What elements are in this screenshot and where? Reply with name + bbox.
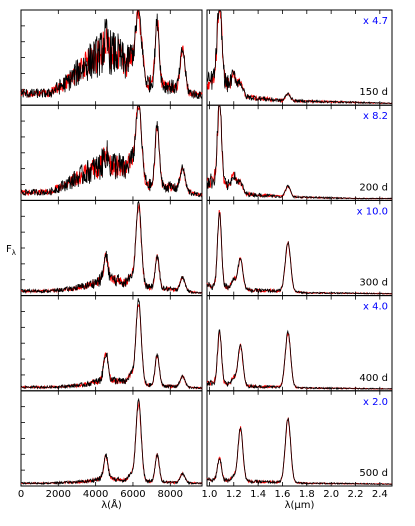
optical-series-black: [20, 298, 203, 390]
epoch-label: 500 d: [359, 468, 388, 479]
optical-series-red: [20, 106, 203, 197]
panel-150d: x 4.7 150 d: [20, 9, 393, 106]
optical-series-red: [20, 303, 203, 390]
optical-series-red: [21, 203, 203, 295]
x-tick-label: 2.2: [348, 489, 364, 500]
optical-series-black: [20, 105, 203, 198]
x-axis-title-optical: λ(Å): [101, 498, 122, 511]
optical-series-black: [20, 10, 203, 100]
x-axis-title-nir: λ(μm): [285, 500, 315, 511]
optical-series-black: [20, 200, 203, 295]
panel-200d: x 8.2 200 d: [20, 104, 393, 201]
x-tick-label: 2000: [46, 489, 71, 500]
nir-series-black: [206, 10, 393, 105]
nir-panel-frame: [206, 390, 393, 487]
x-tick-label: 1.2: [226, 489, 242, 500]
epoch-label: 150 d: [359, 87, 388, 98]
panel-300d: x 10.0 300 d: [20, 199, 393, 297]
panel-500d: x 2.0 500 d: [20, 390, 393, 487]
optical-panel-frame: [20, 390, 203, 487]
epoch-label: 200 d: [359, 182, 388, 193]
scale-factor-label: x 4.0: [363, 302, 388, 313]
nir-series-black: [207, 105, 393, 200]
optical-series-red: [21, 400, 203, 485]
scale-factor-label: x 8.2: [363, 111, 388, 122]
x-tick-label: 1.0: [201, 489, 217, 500]
nir-series-black: [206, 211, 393, 295]
x-tick-label: 8000: [158, 489, 183, 500]
x-tick-label: 4000: [83, 489, 108, 500]
scale-factor-label: x 4.7: [363, 16, 388, 27]
nir-series-black: [207, 329, 393, 391]
scale-factor-label: x 2.0: [363, 397, 388, 408]
scale-factor-label: x 10.0: [357, 206, 388, 217]
x-tick-label: 0: [18, 489, 24, 500]
epoch-label: 400 d: [359, 373, 388, 384]
panel-400d: x 4.0 400 d: [20, 295, 393, 392]
nir-series-black: [206, 417, 393, 485]
optical-panel-frame: [20, 295, 203, 392]
epoch-label: 300 d: [359, 278, 388, 289]
x-tick-label: 2.4: [372, 489, 388, 500]
y-axis-title: Fλ: [6, 244, 16, 257]
x-tick-label: 2.0: [323, 489, 339, 500]
x-tick-label: 1.8: [299, 489, 315, 500]
x-tick-label: 1.4: [250, 489, 266, 500]
x-tick-label: 1.6: [275, 489, 291, 500]
optical-series-black: [20, 397, 203, 485]
x-tick-label: 6000: [120, 489, 145, 500]
